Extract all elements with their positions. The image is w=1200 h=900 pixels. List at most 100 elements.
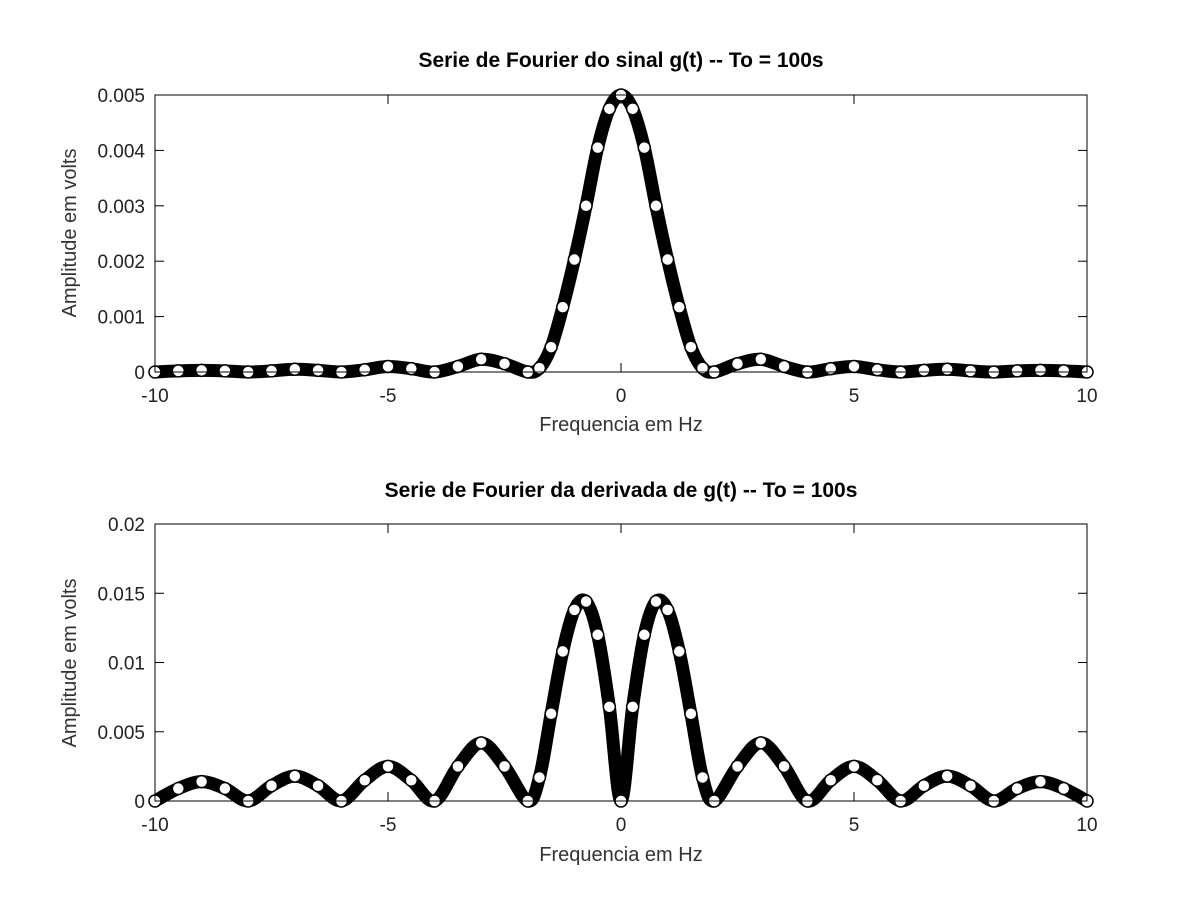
y-tick-label: 0.015	[97, 584, 145, 605]
x-tick-label: 0	[616, 815, 627, 836]
y-tick-label: 0.02	[108, 515, 145, 536]
data-point-marker	[567, 252, 582, 267]
data-point-marker	[695, 770, 710, 785]
y-tick-label: 0.002	[97, 252, 145, 273]
data-point-marker	[672, 644, 686, 659]
data-point-marker	[1056, 781, 1071, 796]
x-tick-label: -10	[141, 386, 168, 407]
data-point-marker	[649, 199, 663, 213]
data-point-marker	[730, 759, 745, 774]
y-tick-label: 0.004	[97, 141, 145, 162]
axes-box	[154, 523, 1088, 802]
plot-area	[148, 593, 1094, 808]
data-point-marker	[1010, 781, 1024, 796]
chart-title: Serie de Fourier do sinal g(t) -- To = 1…	[418, 49, 823, 72]
data-point-marker	[940, 362, 954, 376]
data-point-marker	[917, 779, 931, 793]
data-point-marker	[602, 700, 617, 714]
y-axis-label: Amplitude em volts	[59, 149, 81, 318]
x-tick-label: 5	[849, 386, 860, 407]
y-tick-label: 0	[134, 792, 145, 813]
data-point-marker	[590, 140, 605, 155]
data-point-marker	[556, 300, 570, 314]
subplot-top: Serie de Fourier do sinal g(t) -- To = 1…	[59, 49, 1098, 436]
data-point-marker	[823, 773, 838, 787]
data-point-marker	[660, 603, 675, 617]
data-point-marker	[684, 707, 698, 721]
series-marker-trail	[148, 88, 1094, 379]
data-point-marker	[171, 364, 186, 378]
data-point-marker	[602, 102, 617, 116]
x-axis-label: Frequencia em Hz	[539, 844, 702, 866]
chart-title: Serie de Fourier da derivada de g(t) -- …	[385, 479, 858, 502]
data-point-marker	[672, 300, 686, 314]
data-point-marker	[218, 781, 232, 796]
data-point-marker	[847, 759, 861, 774]
data-point-marker	[451, 759, 465, 774]
data-point-marker	[288, 362, 302, 376]
data-point-marker	[637, 140, 652, 155]
data-point-marker	[754, 352, 768, 367]
data-point-marker	[171, 781, 186, 796]
y-tick-label: 0.001	[97, 308, 145, 329]
data-point-marker	[917, 363, 931, 378]
data-point-marker	[532, 770, 547, 785]
subplot-bottom: Serie de Fourier da derivada de g(t) -- …	[59, 479, 1098, 866]
data-point-marker	[777, 359, 791, 374]
data-point-marker	[264, 779, 279, 793]
data-point-marker	[940, 769, 954, 783]
y-tick-label: 0.005	[97, 86, 145, 107]
data-point-marker	[451, 359, 465, 374]
data-point-marker	[730, 356, 745, 371]
data-point-marker	[637, 628, 652, 642]
data-point-marker	[404, 361, 419, 376]
data-point-marker	[1033, 363, 1048, 378]
data-point-marker	[194, 363, 209, 378]
y-axis-label: Amplitude em volts	[59, 579, 81, 748]
ticks-layer: -10 -5 0 5 10 0 0.005 0.01 0.015 0.02	[97, 515, 1097, 836]
data-point-marker	[381, 359, 395, 374]
data-point-marker	[1056, 364, 1071, 378]
data-point-marker	[649, 594, 663, 609]
x-tick-label: -5	[380, 815, 397, 836]
data-point-marker	[695, 361, 710, 375]
data-point-marker	[544, 707, 558, 721]
data-point-marker	[404, 773, 419, 787]
plot-area	[148, 88, 1094, 379]
data-point-marker	[474, 736, 488, 750]
data-point-marker	[532, 361, 547, 375]
y-tick-label: 0.01	[108, 654, 145, 675]
data-point-marker	[264, 364, 279, 378]
data-point-marker	[625, 700, 640, 714]
axes-box	[154, 94, 1088, 373]
data-point-marker	[684, 340, 698, 354]
y-tick-label: 0	[134, 363, 145, 384]
data-point-marker	[579, 594, 593, 609]
data-point-marker	[474, 352, 488, 367]
x-tick-label: 0	[616, 386, 627, 407]
data-point-marker	[847, 359, 861, 374]
data-point-marker	[288, 769, 302, 783]
data-point-marker	[497, 759, 512, 774]
data-point-marker	[823, 361, 838, 376]
data-point-marker	[625, 102, 640, 116]
x-tick-label: -10	[141, 815, 168, 836]
x-tick-label: -5	[380, 386, 397, 407]
x-axis-label: Frequencia em Hz	[539, 414, 702, 436]
data-point-marker	[963, 779, 978, 793]
x-tick-label: 10	[1076, 815, 1097, 836]
data-point-marker	[754, 736, 768, 750]
data-point-marker	[218, 364, 232, 378]
x-tick-label: 5	[849, 815, 860, 836]
data-point-marker	[357, 363, 372, 377]
data-point-marker	[311, 363, 325, 378]
data-point-marker	[1010, 364, 1024, 378]
data-point-marker	[660, 252, 675, 267]
data-point-marker	[870, 363, 885, 377]
data-point-marker	[579, 199, 593, 213]
data-point-marker	[381, 759, 395, 774]
data-point-marker	[357, 773, 372, 787]
data-point-marker	[311, 779, 325, 793]
data-point-marker	[777, 759, 791, 774]
